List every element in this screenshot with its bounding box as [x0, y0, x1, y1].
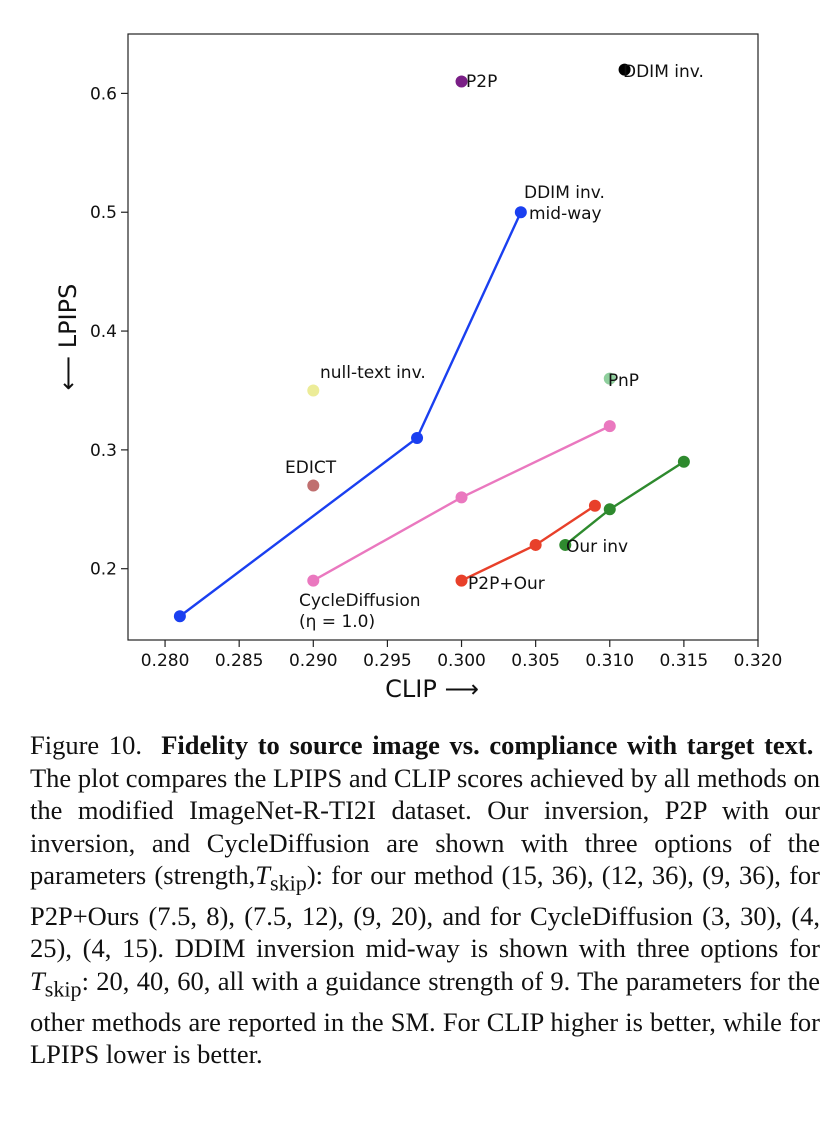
data-point-ddim-inv-mid-way: [411, 432, 424, 444]
data-point-p2p-our: [455, 574, 468, 587]
chart-area: 0.2 0.3 0.4 0.5 0.6 0.280 0.285 0.290 0.295 0.30…: [54, 33, 783, 703]
caption-text-1: The plot compares the LPIPS and CLIP sco…: [30, 762, 820, 891]
label-cyclediffusion-line2: (η = 1.0): [299, 612, 375, 632]
label-ddim-inv: DDIM inv.: [623, 62, 704, 82]
x-tick-label: 0.305: [511, 651, 560, 671]
x-tick-label: 0.290: [289, 651, 338, 671]
data-point-edict: [307, 479, 320, 492]
t-skip-subscript: skip: [270, 870, 307, 896]
y-tick-label: 0.5: [90, 203, 117, 223]
caption-text-2: ): for our method (15, 36), (12, 36), (9…: [30, 860, 821, 964]
data-point-our-inv: [559, 538, 572, 551]
t-skip-subscript-2: skip: [44, 976, 82, 1002]
figure-label: Figure 10.: [30, 730, 142, 760]
x-tick-label: 0.320: [734, 651, 783, 671]
data-point-p2p: [455, 75, 468, 88]
label-p2p-our: P2P+Our: [468, 574, 545, 594]
caption-text-3: : 20, 40, 60, all with a guidance streng…: [30, 965, 820, 1070]
y-axis-title: ⟵ LPIPS: [54, 284, 82, 391]
data-point-cyclediffusion: [455, 491, 468, 504]
data-point-cyclediffusion: [307, 574, 320, 587]
data-point-p2p-our: [588, 499, 601, 512]
x-tick-label: 0.315: [660, 651, 709, 671]
label-our-inv: Our inv: [566, 537, 628, 557]
series-line-our-inv: [564, 460, 685, 546]
caption-title: Fidelity to source image vs. compliance …: [161, 730, 814, 760]
x-tick-label: 0.295: [363, 651, 412, 671]
lpips-clip-scatter-chart: 0.2 0.3 0.4 0.5 0.6 0.280 0.285 0.290 0.295 0.30…: [54, 33, 783, 703]
label-p2p: P2P: [466, 72, 497, 92]
y-axis-ticks: 0.2 0.3 0.4 0.5 0.6: [90, 84, 128, 580]
x-tick-label: 0.300: [437, 651, 486, 671]
label-null-text-inv: null-text inv.: [320, 363, 426, 383]
figure-caption: Figure 10. Fidelity to source image vs. …: [30, 729, 820, 1071]
label-ddim-midway-line2: mid-way: [529, 204, 602, 224]
data-point-pnp: [603, 372, 616, 385]
x-axis-title: CLIP ⟶: [385, 675, 479, 703]
t-skip-symbol-2: T: [30, 965, 45, 996]
series-line-ddim-inv-mid-way: [179, 211, 522, 618]
y-tick-label: 0.6: [90, 84, 117, 104]
data-point-our-inv: [677, 455, 690, 468]
label-edict: EDICT: [285, 458, 337, 478]
label-pnp: PnP: [608, 371, 639, 391]
x-tick-label: 0.310: [585, 651, 634, 671]
data-point-null-text-inv: [307, 384, 320, 397]
plot-frame: [127, 33, 759, 641]
y-tick-label: 0.3: [90, 441, 117, 461]
data-point-ddim-inv-mid-way: [173, 610, 186, 623]
x-tick-label: 0.285: [215, 651, 264, 671]
x-tick-label: 0.280: [141, 651, 190, 671]
data-point-cyclediffusion: [603, 420, 616, 433]
data-point-p2p-our: [529, 538, 542, 551]
label-cyclediffusion-line1: CycleDiffusion: [299, 591, 421, 611]
t-skip-symbol: T: [255, 860, 271, 890]
y-tick-label: 0.4: [90, 322, 117, 342]
label-ddim-midway-line1: DDIM inv.: [524, 183, 605, 203]
y-tick-label: 0.2: [90, 560, 117, 580]
series-points: [173, 63, 690, 623]
x-axis-ticks: 0.280 0.285 0.290 0.295 0.300 0.305 0.310 0.315…: [141, 640, 783, 671]
data-point-ddim-inv: [618, 63, 631, 76]
data-point-ddim-inv-mid-way: [514, 206, 527, 219]
data-point-our-inv: [603, 503, 616, 516]
